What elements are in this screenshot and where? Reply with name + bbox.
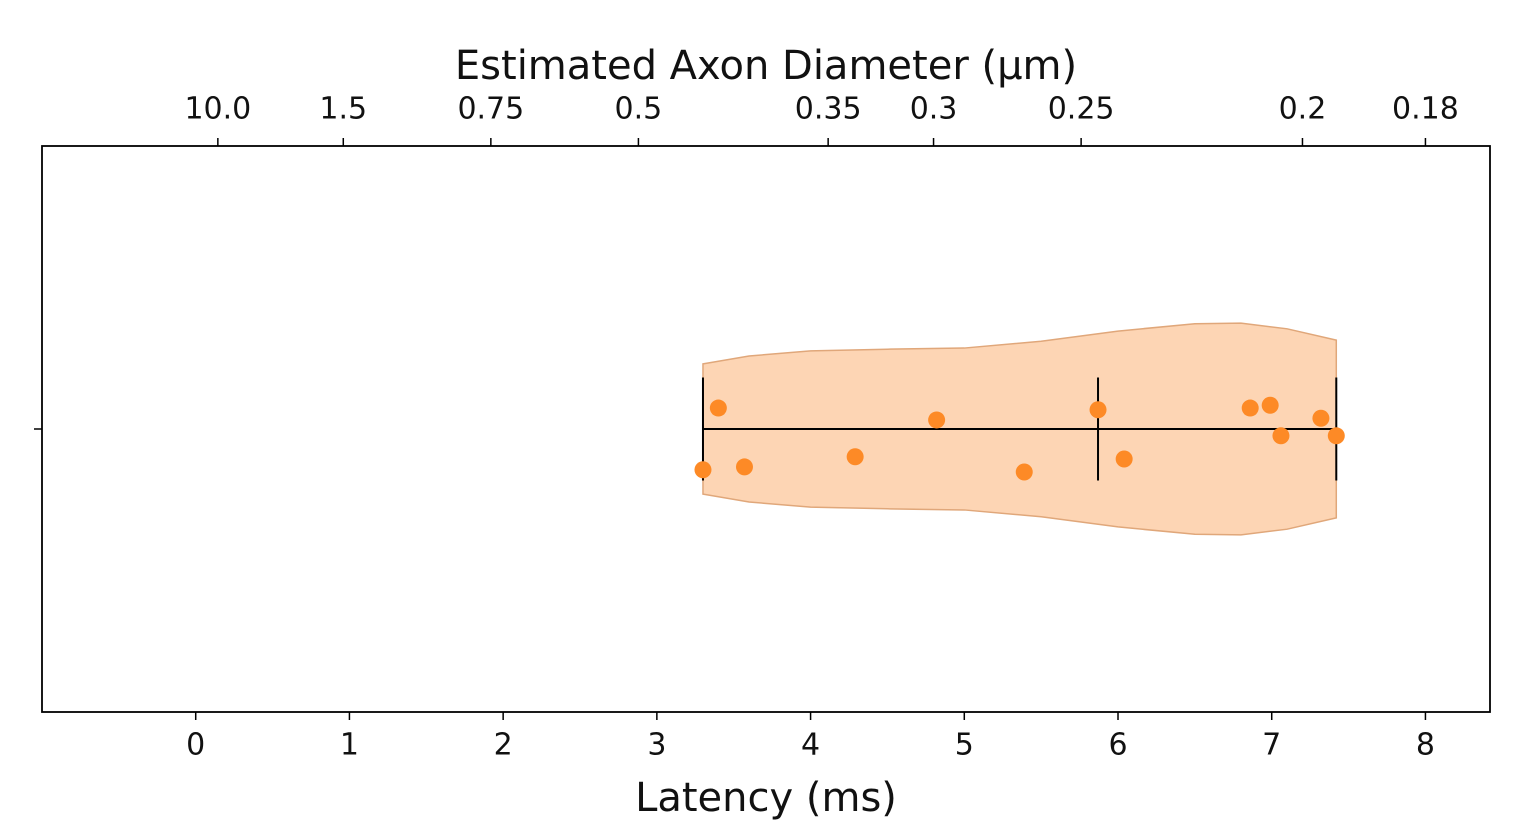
data-point: [1115, 450, 1133, 468]
data-point: [1089, 401, 1107, 419]
data-point: [1261, 396, 1279, 414]
data-point: [1272, 427, 1290, 445]
x-tick-label: 2: [494, 728, 513, 763]
x-tick-label: 4: [801, 728, 820, 763]
x2-tick-label: 0.75: [457, 92, 524, 127]
data-point: [928, 411, 946, 429]
x2-tick-label: 10.0: [184, 92, 251, 127]
x2-tick-label: 0.2: [1279, 92, 1327, 127]
x-tick-label: 7: [1262, 728, 1281, 763]
data-point: [1312, 409, 1330, 427]
x2-tick-label: 0.25: [1048, 92, 1115, 127]
x-axis-label: Latency (ms): [635, 775, 897, 821]
data-point: [694, 461, 712, 479]
x2-tick-label: 0.35: [795, 92, 862, 127]
x-tick-label: 6: [1108, 728, 1127, 763]
data-point: [1015, 463, 1033, 481]
data-point: [1327, 427, 1345, 445]
x-tick-label: 8: [1416, 728, 1435, 763]
x-tick-label: 0: [186, 728, 205, 763]
plot-frame: [41, 145, 1491, 713]
x-tick-label: 1: [340, 728, 359, 763]
x2-tick-label: 0.5: [615, 92, 663, 127]
data-point: [1241, 399, 1259, 417]
data-point: [709, 399, 727, 417]
x2-tick-label: 0.18: [1392, 92, 1459, 127]
data-point: [735, 458, 753, 476]
x-tick-label: 5: [955, 728, 974, 763]
x2-tick-label: 0.3: [910, 92, 958, 127]
data-point: [846, 448, 864, 466]
x-tick-label: 3: [647, 728, 666, 763]
x2-tick-label: 1.5: [319, 92, 367, 127]
x2-axis-label: Estimated Axon Diameter (μm): [455, 43, 1077, 89]
